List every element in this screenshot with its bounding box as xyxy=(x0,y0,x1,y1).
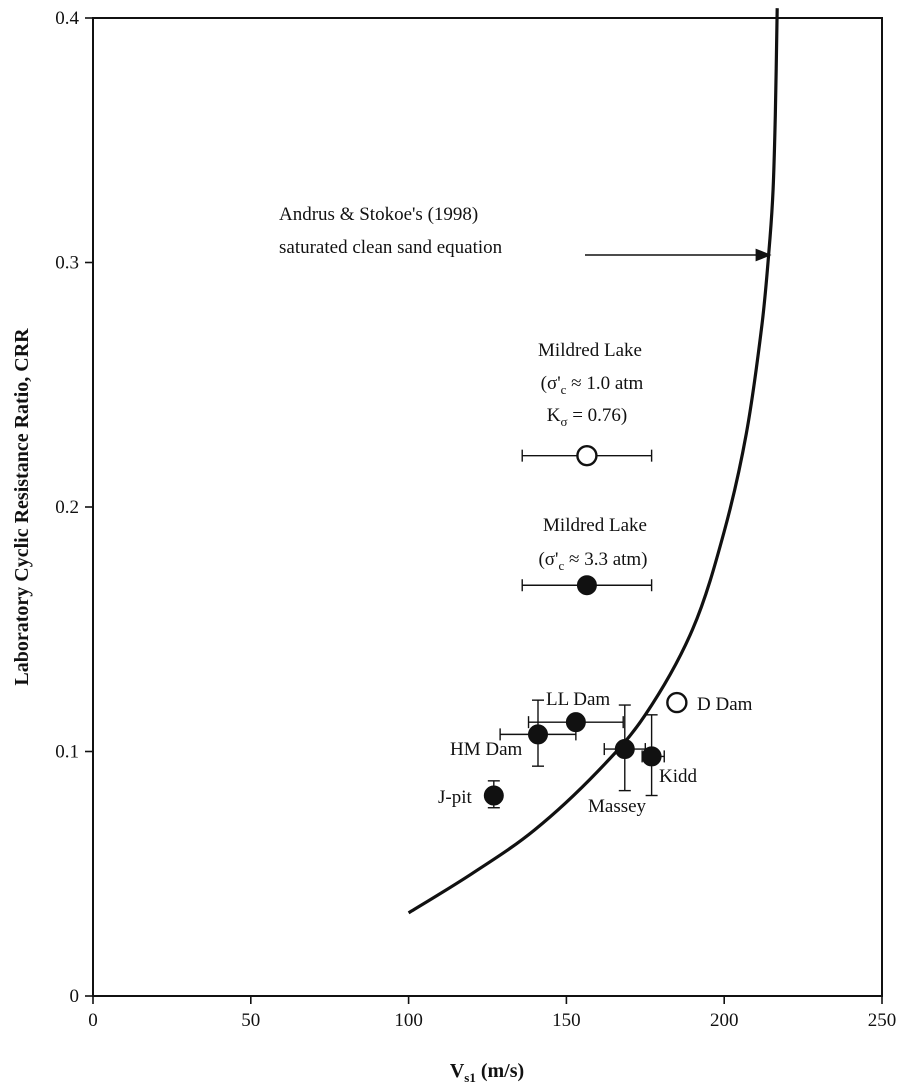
andrus-annotation-line2: saturated clean sand equation xyxy=(279,237,503,258)
label-j-pit: J-pit xyxy=(438,787,473,808)
x-tick-label: 50 xyxy=(241,1010,260,1031)
x-tick-label: 100 xyxy=(394,1010,423,1031)
x-axis: 0 50 100 150 200 250 xyxy=(88,996,896,1031)
mildred-lake-1-sigma-open: (σ' xyxy=(541,373,561,394)
y-axis-title: Laboratory Cyclic Resistance Ratio, CRR xyxy=(11,328,33,686)
andrus-stokoe-curve xyxy=(407,8,779,915)
x-axis-title-sub: s1 xyxy=(464,1070,476,1085)
mildred-lake-1-line3: Kσ = 0.76) xyxy=(547,405,628,429)
mildred-lake-1-k-main: K xyxy=(547,405,561,426)
mildred-lake-1-line1: Mildred Lake xyxy=(538,340,642,361)
y-tick-label: 0.4 xyxy=(55,8,79,29)
point-massey xyxy=(614,739,635,760)
mildred-lake-1-k-rest: = 0.76) xyxy=(567,405,627,426)
point-hm-dam xyxy=(527,724,548,745)
mildred-lake-1-sigma-sub: c xyxy=(561,382,567,397)
label-hm-dam: HM Dam xyxy=(450,739,523,760)
label-kidd: Kidd xyxy=(659,766,698,787)
y-axis: 0 0.1 0.2 0.3 0.4 xyxy=(55,8,93,1007)
x-tick-label: 150 xyxy=(552,1010,581,1031)
x-axis-title: Vs1 (m/s) xyxy=(450,1060,524,1085)
x-tick-label: 250 xyxy=(868,1010,897,1031)
y-tick-label: 0 xyxy=(70,986,80,1007)
mildred-lake-2-sigma-open: (σ' xyxy=(538,549,558,570)
label-massey: Massey xyxy=(588,796,647,817)
point-d-dam xyxy=(666,691,688,714)
label-ll-dam: LL Dam xyxy=(546,689,610,710)
point-mildred-lake-3-3 xyxy=(576,575,597,596)
mildred-lake-2-sigma-sub: c xyxy=(558,558,564,573)
label-d-dam: D Dam xyxy=(697,694,753,715)
x-axis-title-unit: (m/s) xyxy=(476,1060,524,1082)
point-j-pit xyxy=(483,785,504,806)
mildred-lake-2-line1: Mildred Lake xyxy=(543,515,647,536)
data-points xyxy=(483,444,688,806)
y-tick-label: 0.1 xyxy=(55,742,79,763)
x-tick-label: 200 xyxy=(710,1010,739,1031)
plot-frame xyxy=(92,17,883,997)
point-mildred-lake-1-0 xyxy=(576,444,598,467)
mildred-lake-1-line2: (σ'c ≈ 1.0 atm xyxy=(541,373,644,397)
mildred-lake-2-line2: (σ'c ≈ 3.3 atm) xyxy=(538,549,647,573)
mildred-lake-1-k-sub: σ xyxy=(560,414,567,429)
x-axis-title-main: V xyxy=(450,1060,465,1082)
x-tick-label: 0 xyxy=(88,1010,98,1031)
point-kidd xyxy=(641,746,662,767)
point-ll-dam xyxy=(565,712,586,733)
mildred-lake-2-sigma-rest: ≈ 3.3 atm) xyxy=(564,549,647,570)
y-tick-label: 0.3 xyxy=(55,253,79,274)
y-tick-label: 0.2 xyxy=(55,497,79,518)
mildred-lake-1-sigma-rest: ≈ 1.0 atm xyxy=(566,373,643,394)
andrus-annotation-line1: Andrus & Stokoe's (1998) xyxy=(279,204,478,225)
